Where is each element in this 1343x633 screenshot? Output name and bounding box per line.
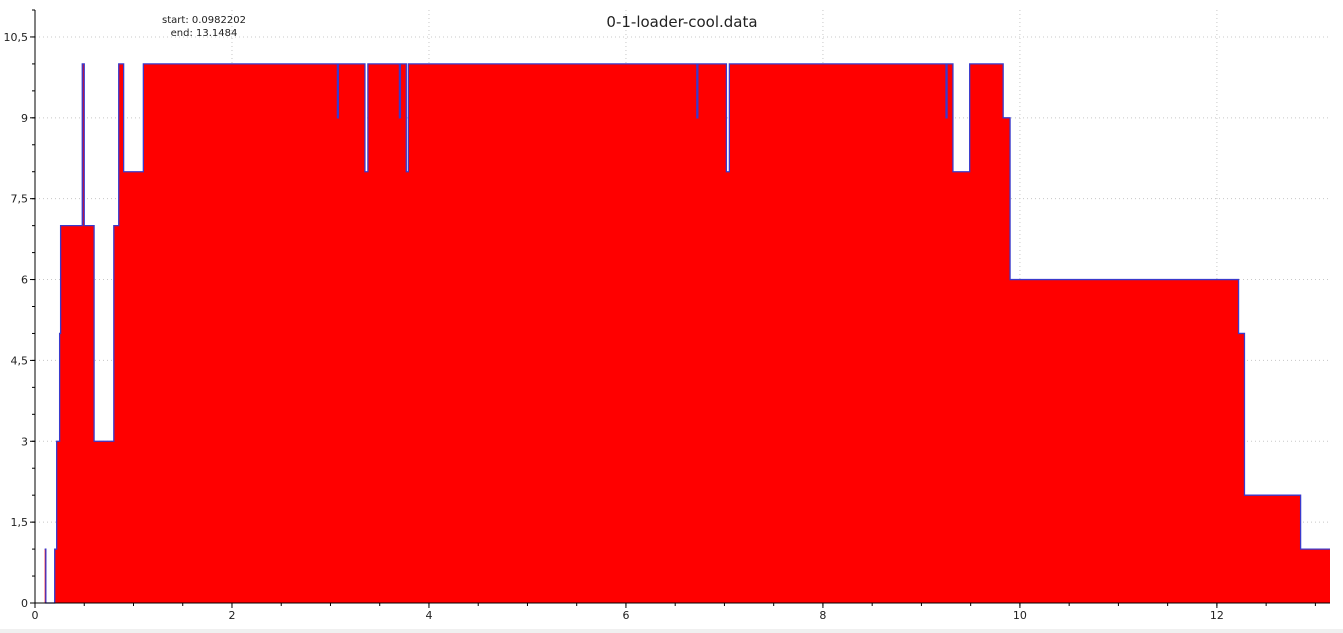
- chart-title: 0-1-loader-cool.data: [606, 13, 757, 31]
- x-tick-label: 2: [228, 609, 235, 622]
- range-start-label: start: 0.0982202: [162, 15, 246, 26]
- x-tick-label: 10: [1013, 609, 1027, 622]
- y-tick-label: 7,5: [11, 193, 29, 206]
- y-tick-label: 6: [21, 274, 28, 287]
- y-tick-label: 0: [21, 597, 28, 610]
- y-tick-label: 4,5: [11, 354, 29, 367]
- y-tick-label: 10,5: [4, 31, 29, 44]
- range-end-label: end: 13.1484: [171, 28, 238, 39]
- y-tick-label: 1,5: [11, 516, 29, 529]
- series-line: [44, 63, 1330, 604]
- x-tick-label: 6: [622, 609, 629, 622]
- x-tick-label: 0: [32, 609, 39, 622]
- x-tick-label: 4: [425, 609, 432, 622]
- x-tick-label: 12: [1210, 609, 1224, 622]
- y-tick-label: 3: [21, 435, 28, 448]
- series-area: [44, 63, 1330, 603]
- x-tick-label: 8: [819, 609, 826, 622]
- y-tick-label: 9: [21, 112, 28, 125]
- series-group: [44, 63, 1330, 604]
- axes: 0 1,5 3 4,5 6 7,5 9 10,5 0 2 4 6 8 10 12: [4, 9, 1330, 622]
